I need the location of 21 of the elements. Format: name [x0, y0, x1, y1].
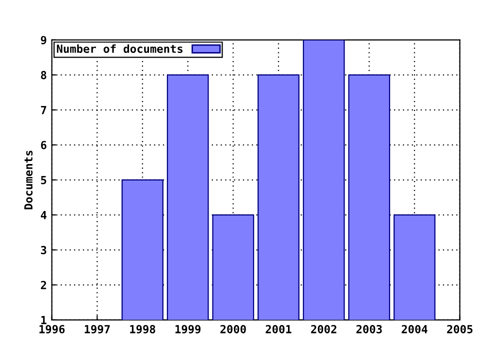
y-tick-label: 1 — [41, 316, 46, 324]
x-tick-label: 1997 — [84, 325, 110, 334]
y-tick-label: 8 — [40, 70, 46, 80]
x-tick-label: 2000 — [220, 324, 246, 334]
x-tick-label: 1998 — [130, 324, 156, 334]
y-tick-label: 5 — [41, 176, 46, 184]
x-tick-label: 2001 — [266, 324, 292, 334]
x-tick-label: 2003 — [356, 324, 382, 334]
y-tick-label: 2 — [40, 280, 46, 290]
y-tick-label: 3 — [40, 246, 46, 254]
y-tick-label: 9 — [40, 36, 46, 44]
x-tick-label: 1999 — [175, 325, 201, 334]
x-tick-label: 2002 — [311, 324, 336, 334]
y-tick-label: 6 — [41, 140, 46, 150]
x-tick-label: 1996 — [39, 324, 65, 334]
y-axis-title: Documents — [24, 150, 33, 210]
y-tick-label: 7 — [41, 106, 46, 114]
x-tick-label: 2004 — [402, 324, 428, 334]
y-tick-label: 4 — [40, 211, 46, 220]
x-tick-label: 2005 — [447, 324, 472, 334]
legend-label: Number of documents — [56, 44, 182, 53]
